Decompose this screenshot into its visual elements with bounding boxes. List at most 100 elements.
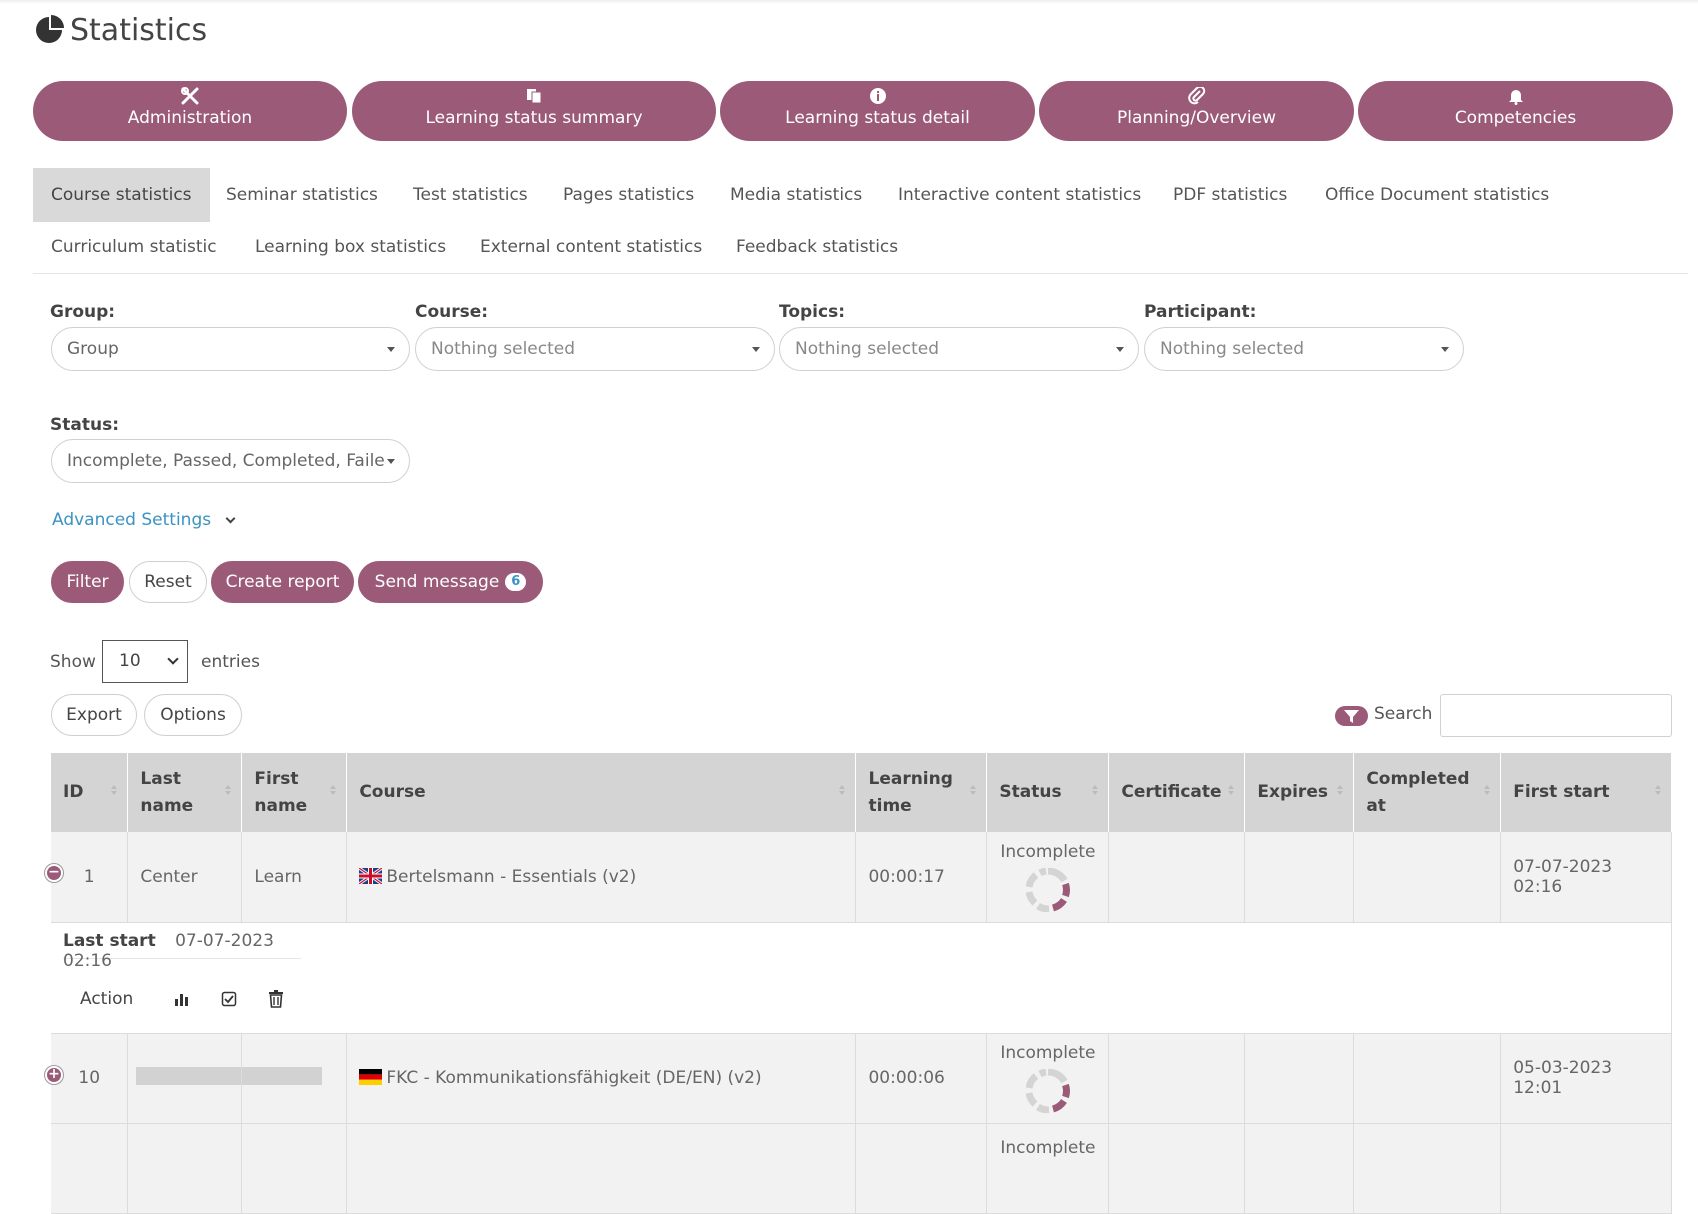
cell-course [346,1123,857,1214]
last-start-label: Last start [63,930,156,951]
status-select[interactable]: Incomplete, Passed, Completed, Faile [51,439,410,483]
filter-funnel-icon[interactable] [1335,706,1368,726]
nav-label: Competencies [1454,108,1577,128]
status-text: Incomplete [1000,841,1096,862]
tab-course-statistics[interactable]: Course statistics [33,168,210,222]
cell-id [51,1123,129,1214]
options-button[interactable]: Options [144,694,242,736]
collapse-row-icon[interactable]: − [45,864,63,882]
cell-status: Incomplete [986,1123,1110,1214]
page-header: Statistics [34,10,207,50]
statistics-table: ID Last name First name Course Learning … [45,753,1672,1214]
table-row[interactable]: Incomplete [51,1123,1672,1214]
column-header-status[interactable]: Status [986,753,1110,832]
cell-certificate [1108,832,1246,923]
redacted-block [136,1066,242,1085]
tab-interactive-content-statistics[interactable]: Interactive content statistics [898,185,1142,205]
message-count-badge: 6 [505,573,527,591]
cell-first-start: 07-07-2023 02:16 [1500,832,1672,923]
column-header-certificate[interactable]: Certificate [1108,753,1246,832]
cell-learning-time: 00:00:06 [855,1033,988,1124]
tab-pages-statistics[interactable]: Pages statistics [563,185,695,205]
tab-curriculum-statistic[interactable]: Curriculum statistic [51,237,217,257]
nav-administration[interactable]: Administration [33,81,347,141]
reset-button[interactable]: Reset [129,561,207,603]
header-label: First name [254,768,308,816]
topics-select[interactable]: Nothing selected [779,327,1139,371]
caret-down-icon [752,347,760,352]
tab-office-document-statistics[interactable]: Office Document statistics [1325,185,1550,205]
progress-ring-icon [1025,867,1070,912]
status-text: Incomplete [1000,1043,1096,1063]
checkbox-icon[interactable] [221,991,237,1012]
filter-button[interactable]: Filter [51,561,124,603]
column-header-last-name[interactable]: Last name [127,753,243,832]
column-header-completed-at[interactable]: Completed at [1353,753,1502,832]
course-value: FKC - Kommunikationsfähigkeit (DE/EN) (v… [386,1068,762,1088]
participant-label: Participant: [1144,302,1257,322]
sort-icon [839,785,846,795]
column-header-first-name[interactable]: First name [241,753,348,832]
tab-divider [33,273,1688,274]
cell-course: FKC - Kommunikationsfähigkeit (DE/EN) (v… [346,1033,857,1124]
entries-select[interactable]: 10 [102,640,188,683]
show-label: Show [50,652,96,672]
caret-down-icon [387,459,395,464]
cell-last-name [127,1033,243,1124]
export-button[interactable]: Export [51,694,137,736]
search-input[interactable] [1440,694,1672,737]
caret-down-icon [1116,347,1124,352]
status-text: Incomplete [1000,1137,1096,1158]
sort-icon [1655,785,1661,795]
cell-first-name: Learn [241,832,348,923]
trash-icon[interactable] [268,989,284,1013]
tab-seminar-statistics[interactable]: Seminar statistics [226,185,378,205]
cell-id: − 1 [45,832,129,923]
advanced-settings-label: Advanced Settings [52,510,212,530]
column-header-expires[interactable]: Expires [1244,753,1355,832]
column-header-first-start[interactable]: First start [1500,753,1672,832]
page-title: Statistics [70,12,208,48]
tab-feedback-statistics[interactable]: Feedback statistics [736,237,899,257]
nav-competencies[interactable]: Competencies [1358,81,1673,141]
paperclip-icon [1039,87,1354,107]
tab-pdf-statistics[interactable]: PDF statistics [1173,185,1288,205]
cell-course: Bertelsmann - Essentials (v2) [346,832,857,923]
id-value: 1 [83,866,95,887]
send-message-button[interactable]: Send message 6 [358,561,543,603]
header-label: Last name [140,768,194,816]
group-select[interactable]: Group [51,327,410,371]
cell-completed-at [1353,1033,1502,1124]
bar-chart-icon[interactable] [174,991,190,1012]
nav-learning-status-detail[interactable]: Learning status detail [720,81,1035,141]
participant-select[interactable]: Nothing selected [1144,327,1464,371]
create-report-button[interactable]: Create report [211,561,354,603]
tab-test-statistics[interactable]: Test statistics [413,185,528,205]
nav-learning-status-summary[interactable]: Learning status summary [352,81,716,141]
table-row[interactable]: + 10 FKC - Kommunikationsfähigkeit (DE/E… [45,1033,1672,1124]
cell-certificate [1108,1033,1246,1124]
column-header-id[interactable]: ID [51,753,129,832]
pie-chart-icon [34,15,64,45]
tab-media-statistics[interactable]: Media statistics [730,185,863,205]
tab-external-content-statistics[interactable]: External content statistics [480,237,703,257]
sort-icon [970,785,977,795]
column-header-learning-time[interactable]: Learning time [855,753,988,832]
cell-first-start: 05-03-2023 12:01 [1500,1033,1672,1124]
cell-learning-time [855,1123,988,1214]
cell-completed-at [1353,832,1502,923]
group-label: Group: [50,302,116,322]
column-header-course[interactable]: Course [346,753,857,832]
caret-down-icon [387,347,395,352]
header-label: Completed at [1366,768,1470,816]
sort-icon [1228,785,1235,795]
course-select[interactable]: Nothing selected [415,327,775,371]
expand-row-icon[interactable]: + [45,1065,63,1084]
table-row[interactable]: − 1 Center Learn Bertelsmann - Essential… [45,832,1672,923]
nav-planning-overview[interactable]: Planning/Overview [1039,81,1354,141]
de-flag-icon [359,1069,383,1085]
advanced-settings-toggle[interactable]: Advanced Settings [52,510,235,530]
tab-learning-box-statistics[interactable]: Learning box statistics [255,237,447,257]
cell-expires [1244,1123,1355,1214]
cell-last-name [127,1123,243,1214]
